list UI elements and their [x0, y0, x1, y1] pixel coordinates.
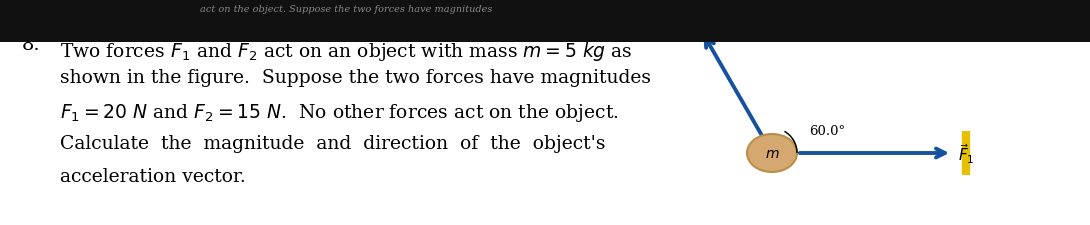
- Text: shown in the figure.  Suppose the two forces have magnitudes: shown in the figure. Suppose the two for…: [60, 69, 651, 87]
- Bar: [0, 0, 1090, 43]
- Text: Calculate  the  magnitude  and  direction  of  the  object's: Calculate the magnitude and direction of…: [60, 134, 606, 152]
- Text: $\vec{F}_2$: $\vec{F}_2$: [706, 5, 723, 29]
- Text: act on the object. Suppose the two forces have magnitudes: act on the object. Suppose the two force…: [199, 5, 493, 14]
- Text: acceleration vector.: acceleration vector.: [60, 167, 245, 185]
- Text: Two forces $\vec{F}_1$ and $\vec{F}_2$ act on an object with mass $m = 5\ kg$ as: Two forces $\vec{F}_1$ and $\vec{F}_2$ a…: [60, 36, 632, 64]
- Text: 60.0°: 60.0°: [809, 124, 845, 137]
- Ellipse shape: [747, 134, 797, 172]
- Text: $\vec{F}_1$: $\vec{F}_1$: [958, 142, 974, 165]
- Text: 8.: 8.: [22, 36, 40, 54]
- Text: $m$: $m$: [765, 146, 779, 160]
- Text: $F_1 = 20\ N$ and $F_2 = 15\ N$.  No other forces act on the object.: $F_1 = 20\ N$ and $F_2 = 15\ N$. No othe…: [60, 101, 619, 124]
